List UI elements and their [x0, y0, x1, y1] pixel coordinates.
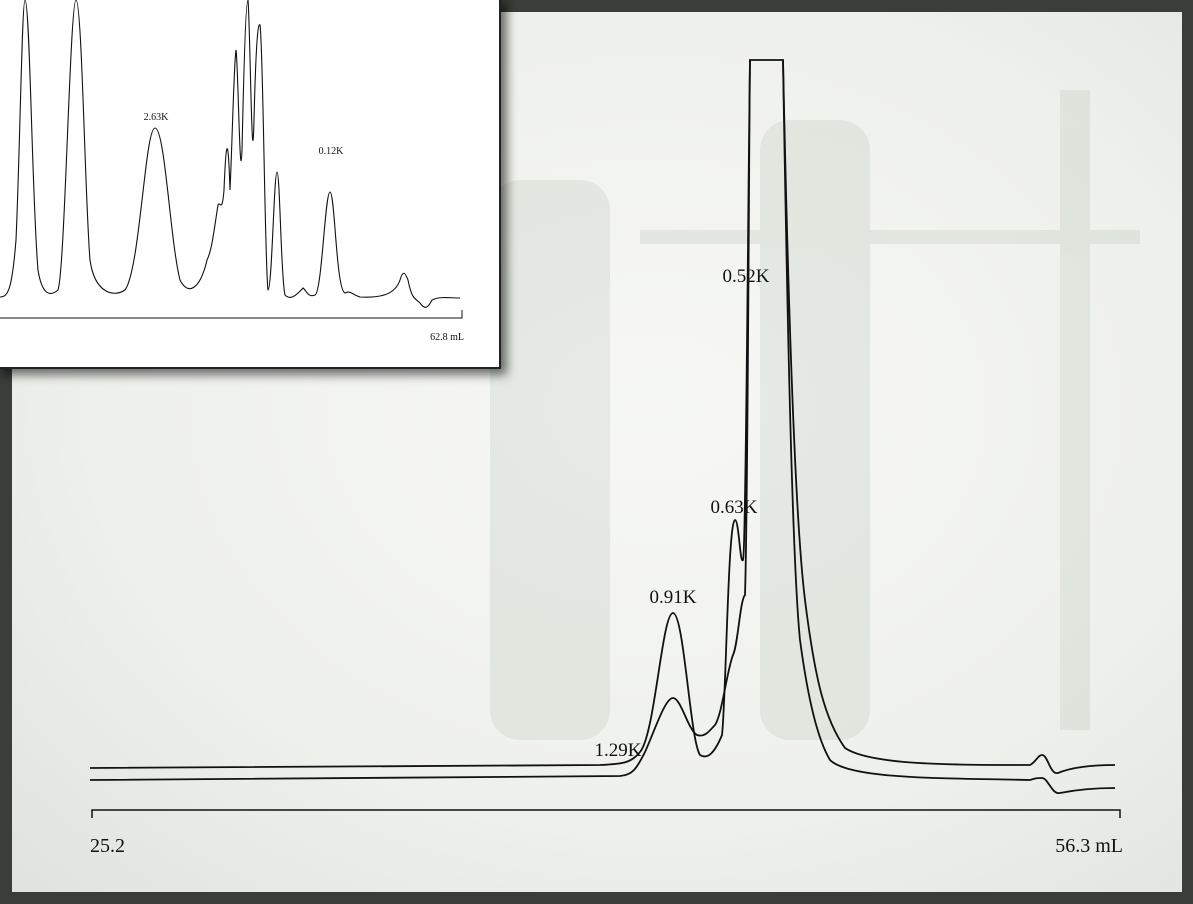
inset-trace: [0, 0, 461, 308]
inset-peak-label: 0.12K: [319, 146, 345, 157]
x-axis: [91, 809, 1121, 818]
inset-axis-label: 62.8 mL: [430, 332, 464, 343]
axis-label: 25.2: [90, 835, 125, 857]
inset: 62.8 mL 2.63K 0.12K: [0, 0, 501, 369]
inset-x-axis: [0, 310, 463, 319]
peak-label: 1.29K: [595, 740, 642, 761]
inset-peak-label: 2.63K: [144, 112, 170, 123]
background-photo: [490, 90, 1140, 740]
peak-label: 0.91K: [650, 587, 697, 608]
peak-label: 0.52K: [723, 266, 770, 287]
axis-label: 56.3 mL: [1055, 835, 1123, 857]
trace-lower: [89, 59, 1116, 794]
peak-label: 0.63K: [711, 497, 758, 518]
